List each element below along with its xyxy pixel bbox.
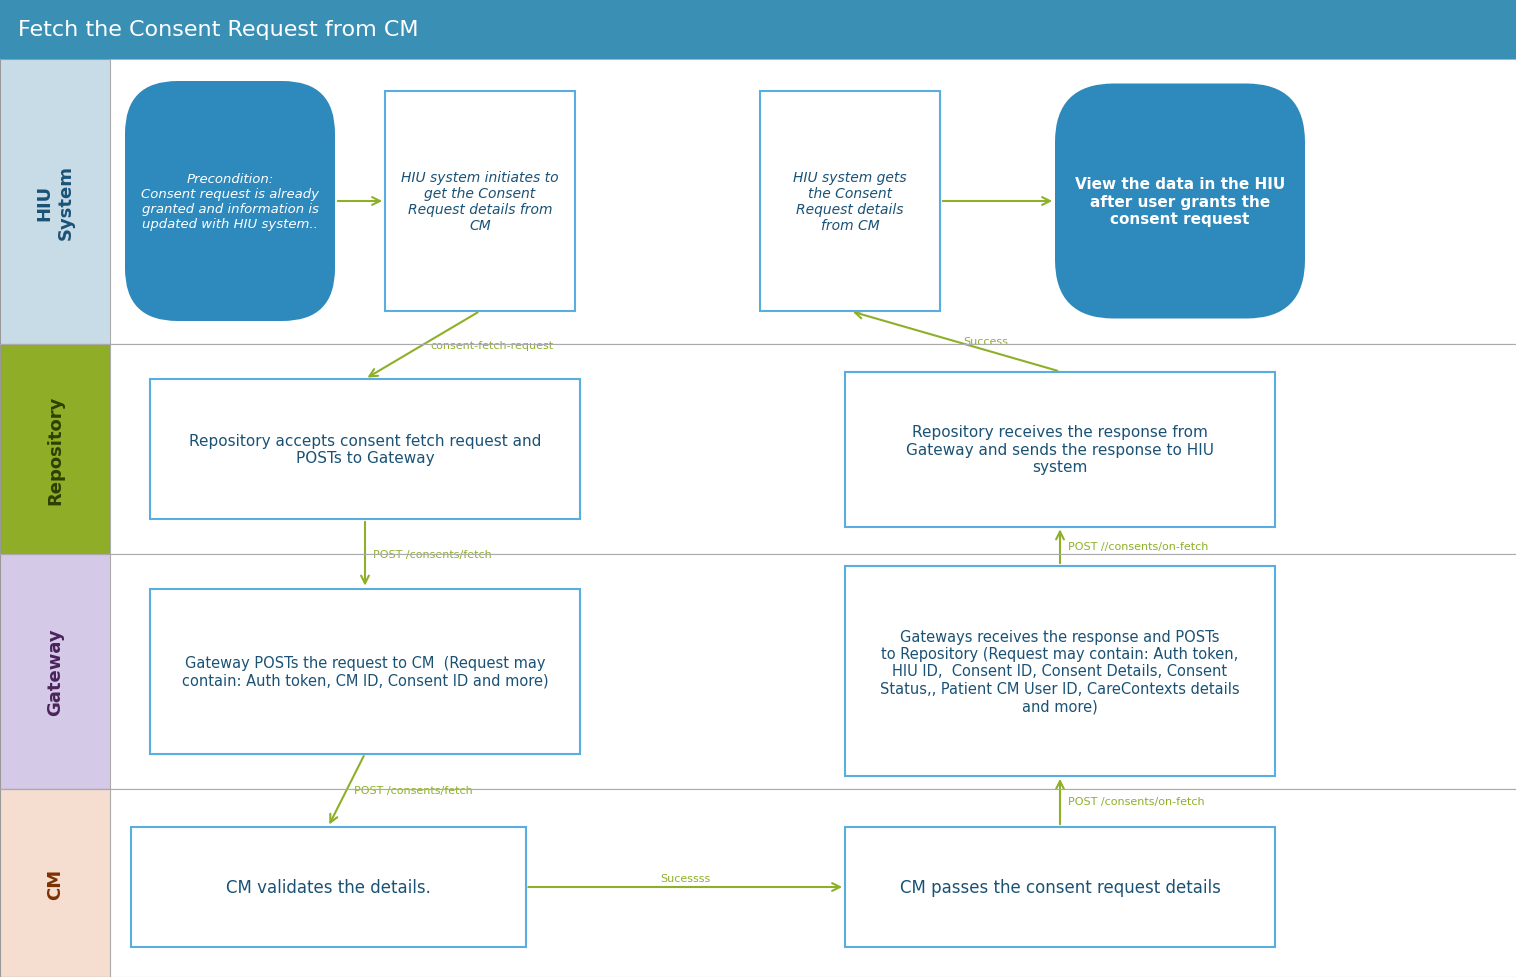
Text: HIU system initiates to
get the Consent
Request details from
CM: HIU system initiates to get the Consent …: [402, 171, 559, 234]
Bar: [0, 0, 1516, 60]
Text: Repository: Repository: [45, 395, 64, 504]
Text: HIU system gets
the Consent
Request details
from CM: HIU system gets the Consent Request deta…: [793, 171, 907, 234]
Bar: [111, 554, 1516, 789]
Text: View the data in the HIU
after user grants the
consent request: View the data in the HIU after user gran…: [1075, 177, 1286, 227]
Bar: [0, 554, 1516, 789]
Bar: [111, 345, 1516, 554]
Bar: [0, 789, 1516, 977]
FancyBboxPatch shape: [124, 82, 335, 321]
Text: consent-fetch-request: consent-fetch-request: [431, 341, 553, 351]
FancyBboxPatch shape: [844, 828, 1275, 947]
FancyBboxPatch shape: [760, 92, 940, 312]
Text: POST /consents/fetch: POST /consents/fetch: [373, 549, 491, 559]
Text: HIU
System: HIU System: [35, 165, 74, 239]
Text: Repository accepts consent fetch request and
POSTs to Gateway: Repository accepts consent fetch request…: [190, 434, 541, 466]
Text: POST /consents/on-fetch: POST /consents/on-fetch: [1067, 796, 1205, 807]
Text: CM passes the consent request details: CM passes the consent request details: [899, 878, 1220, 896]
Text: Fetch the Consent Request from CM: Fetch the Consent Request from CM: [18, 20, 418, 40]
FancyBboxPatch shape: [150, 380, 581, 520]
FancyBboxPatch shape: [844, 567, 1275, 776]
Text: CM: CM: [45, 868, 64, 899]
Text: Sucessss: Sucessss: [659, 873, 711, 883]
Bar: [0, 345, 1516, 554]
FancyBboxPatch shape: [1055, 84, 1305, 319]
Text: Repository receives the response from
Gateway and sends the response to HIU
syst: Repository receives the response from Ga…: [907, 425, 1214, 475]
FancyBboxPatch shape: [150, 589, 581, 753]
Text: POST /consents/fetch: POST /consents/fetch: [355, 786, 473, 795]
FancyBboxPatch shape: [130, 828, 526, 947]
Text: Gateway POSTs the request to CM  (Request may
contain: Auth token, CM ID, Consen: Gateway POSTs the request to CM (Request…: [182, 656, 549, 688]
Text: Success: Success: [963, 337, 1008, 347]
Text: Gateways receives the response and POSTs
to Repository (Request may contain: Aut: Gateways receives the response and POSTs…: [881, 629, 1240, 713]
FancyBboxPatch shape: [385, 92, 575, 312]
FancyBboxPatch shape: [844, 372, 1275, 527]
Text: Gateway: Gateway: [45, 628, 64, 715]
Text: POST //consents/on-fetch: POST //consents/on-fetch: [1067, 541, 1208, 552]
Bar: [0, 60, 1516, 345]
Text: CM validates the details.: CM validates the details.: [226, 878, 431, 896]
Bar: [111, 60, 1516, 345]
Text: Precondition:
Consent request is already
granted and information is
updated with: Precondition: Consent request is already…: [141, 173, 318, 231]
Bar: [111, 789, 1516, 977]
